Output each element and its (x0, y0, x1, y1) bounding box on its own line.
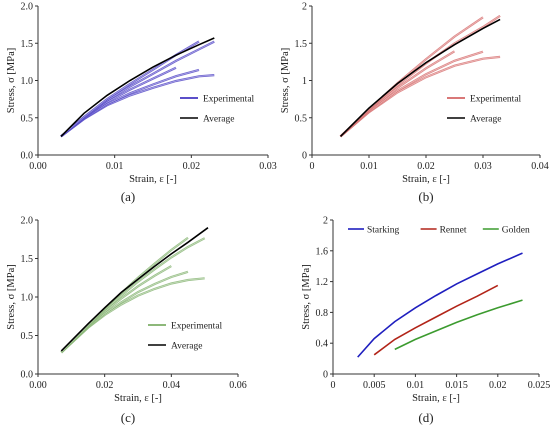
panel-c: 0.00 0.02 0.04 0.06 0.0 0.5 1.0 1.5 2.0 Strain, ε… (6, 216, 247, 426)
y-axis-label: Stress, σ [MPa] (301, 264, 312, 329)
panel-label: (b) (418, 189, 433, 204)
y-tick-label: 2.0 (21, 216, 34, 227)
panel-label: (a) (121, 189, 135, 204)
series-line-starking (357, 252, 523, 358)
legend-entry: Experimental (203, 95, 255, 105)
experimental-curve (339, 50, 456, 138)
legend-entry: Rennet (440, 226, 467, 236)
x-tick-label: 0 (310, 161, 315, 172)
experimental-curve (60, 40, 215, 138)
y-tick-label: 2 (302, 2, 307, 13)
y-tick-label: 0.0 (21, 370, 34, 381)
average-curve (339, 18, 501, 137)
average-curve (60, 227, 209, 352)
x-tick-label: 0.02 (96, 380, 114, 391)
experimental-curve-highlight (340, 51, 455, 137)
experimental-curve-highlight (60, 74, 215, 137)
y-tick-label: 0.5 (21, 113, 34, 124)
x-axis-label: Strain, ε [-] (412, 393, 460, 404)
legend-entry: Starking (367, 226, 399, 236)
x-tick-label: 0.01 (106, 161, 124, 172)
x-tick-label: 0.015 (445, 380, 468, 391)
x-tick-label: 0.06 (229, 380, 247, 391)
x-tick-label: 0.03 (259, 161, 277, 172)
x-tick-label: 0.01 (407, 380, 425, 391)
x-tick-label: 0.00 (29, 380, 47, 391)
experimental-curve-highlight (60, 67, 177, 137)
legend-entry: Average (171, 342, 202, 352)
y-axis-label: Stress, σ [MPa] (6, 48, 17, 113)
legend-entry: Experimental (171, 322, 223, 332)
y-axis-label: Stress, σ [MPa] (6, 264, 17, 329)
average-curve (60, 37, 215, 137)
x-tick-label: 0.03 (474, 161, 492, 172)
y-tick-label: 0.5 (295, 113, 308, 124)
panel-a: 0.00 0.01 0.02 0.03 0.0 0.5 1.0 1.5 2.0 Strain, ε… (6, 2, 277, 205)
experimental-curve-highlight (61, 265, 172, 353)
y-tick-label: 1.0 (21, 293, 34, 304)
panel-b: 0 0.01 0.02 0.03 0.04 0 0.5 1 1.5 2 Strain, ε [-] S… (280, 2, 549, 205)
experimental-curve-highlight (60, 41, 215, 137)
y-axis-label: Stress, σ [MPa] (280, 48, 291, 113)
x-tick-label: 0.04 (531, 161, 549, 172)
experimental-curve (60, 74, 215, 138)
legend-entry: Golden (502, 226, 530, 236)
y-tick-label: 0.0 (21, 151, 34, 162)
y-tick-label: 0.4 (316, 339, 329, 350)
legend-entry: Average (203, 115, 234, 125)
x-tick-label: 0.005 (363, 380, 386, 391)
panel-label: (c) (121, 410, 135, 425)
x-axis-label: Strain, ε [-] (402, 174, 450, 185)
x-tick-label: 0 (331, 380, 336, 391)
y-tick-label: 1.2 (316, 277, 329, 288)
y-tick-label: 1.6 (316, 246, 329, 257)
series-line-golden (394, 299, 523, 351)
x-tick-label: 0.025 (528, 380, 550, 391)
y-tick-label: 1.5 (21, 39, 34, 50)
legend-entry: Experimental (470, 95, 522, 105)
y-tick-label: 0.8 (316, 308, 329, 319)
y-tick-label: 2.0 (21, 2, 34, 13)
y-tick-label: 2 (323, 216, 328, 227)
experimental-curve (60, 265, 172, 354)
y-tick-label: 0 (323, 370, 328, 381)
panel-label: (d) (418, 410, 433, 425)
y-tick-label: 1.5 (295, 39, 308, 50)
y-tick-label: 0 (302, 151, 307, 162)
series-line-rennet (373, 284, 499, 356)
y-tick-label: 1 (302, 76, 307, 87)
x-tick-label: 0.04 (163, 380, 181, 391)
panel-d: 0 0.005 0.01 0.015 0.02 0.025 0 0.4 0.8 1.2 1.6 2 St… (301, 216, 550, 426)
x-axis-label: Strain, ε [-] (114, 393, 162, 404)
y-tick-label: 1.0 (21, 76, 34, 87)
x-axis-label: Strain, ε [-] (129, 174, 177, 185)
y-tick-label: 1.5 (21, 254, 34, 265)
x-tick-label: 0.01 (360, 161, 378, 172)
x-tick-label: 0.02 (489, 380, 507, 391)
experimental-curve (60, 66, 177, 138)
x-tick-label: 0.00 (29, 161, 47, 172)
y-tick-label: 0.5 (21, 331, 34, 342)
x-tick-label: 0.02 (417, 161, 435, 172)
x-tick-label: 0.02 (183, 161, 201, 172)
legend-entry: Average (470, 115, 501, 125)
